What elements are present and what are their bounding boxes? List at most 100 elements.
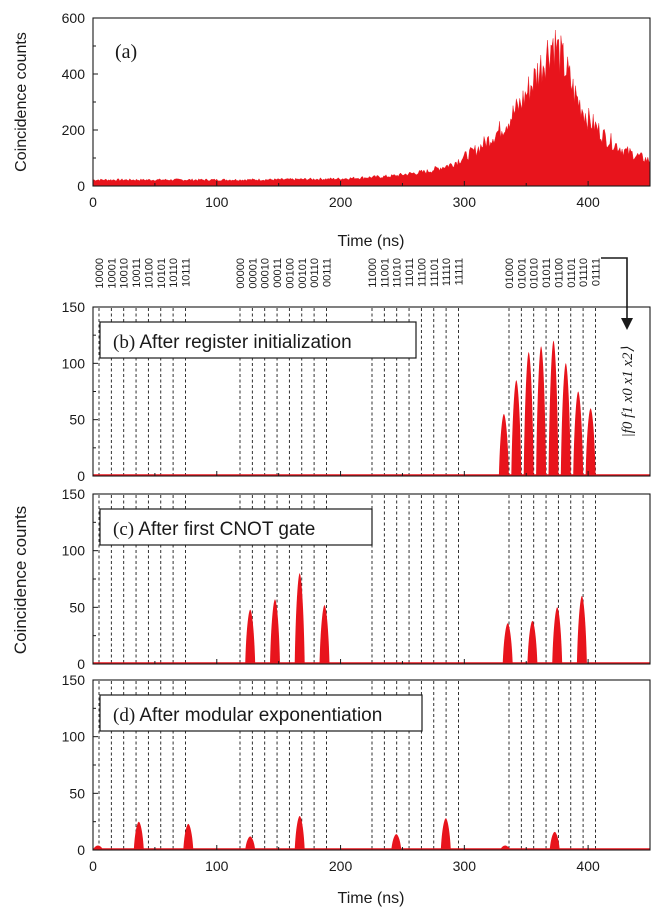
bin-label: 10101 [156,258,168,289]
bin-label: 00011 [272,258,284,288]
y-tick-label-c: 100 [62,543,86,559]
x-tick-label-d: 0 [89,858,97,874]
bin-label: 11110 [441,258,453,286]
y-tick-label-b: 50 [69,412,85,428]
bin-label: 10001 [106,258,118,289]
x-tick-label-a: 200 [329,194,353,210]
panel-label-box-b: (b) After register initialization [99,321,417,359]
peak-bar-b [560,363,571,476]
bin-label: 10111 [180,258,192,287]
peak-bar-d [391,834,402,850]
peak-bar-d [500,845,511,850]
shared-y-axis-label: Coincidence counts [11,506,30,654]
y-tick-label-c: 0 [77,656,85,672]
peak-bar-b [585,408,596,476]
bin-label: 01010 [529,258,541,289]
bin-label: 11011 [404,258,416,287]
peak-bar-c [270,599,280,664]
bin-label: 11001 [379,258,391,288]
y-tick-label-b: 0 [77,468,85,484]
bin-label: 00101 [297,258,309,289]
state-arrow-head [621,318,633,330]
panel-label-frame-c [99,508,373,546]
peak-bar-b [523,352,534,476]
panel-label-a: (a) [115,41,137,63]
panel-label-frame-b [99,321,417,359]
y-tick-label-c: 150 [62,486,86,502]
bin-label: 11000 [367,258,379,288]
bin-label: 11101 [429,258,441,287]
panel-label-c: (c) After first CNOT gate [113,519,315,540]
peak-bar-c [245,609,256,664]
state-label: |f0 f1 x0 x1 x2⟩ [620,346,636,437]
panel-label-box-c: (c) After first CNOT gate [99,508,373,546]
state-arrow [601,257,628,322]
peak-bar-b [573,391,584,476]
y-tick-label-d: 50 [69,785,85,801]
panel-label-frame-d [99,694,423,732]
y-tick-label-b: 150 [62,299,86,315]
bin-label: 10100 [143,258,155,289]
y-tick-label-d: 0 [77,842,85,858]
bin-label: 01111 [591,258,603,286]
x-axis-label-a: Time (ns) [338,233,405,250]
bin-label: 01110 [578,258,590,287]
bin-label: 00110 [309,258,321,288]
peak-bar-d [93,845,103,850]
y-tick-label-c: 50 [69,599,85,615]
histogram-area-a [92,29,651,187]
peak-bar-c [527,620,538,664]
panel-label-b: (b) After register initialization [113,332,352,353]
bin-label: 11111 [453,258,465,285]
y-tick-label-a: 0 [77,178,85,194]
peak-bar-d [183,823,194,850]
peak-bar-b [511,380,522,476]
y-axis-label-a: Coincidence counts [13,32,30,172]
peak-bar-b [548,340,559,476]
x-tick-label-a: 0 [89,194,97,210]
peak-bar-d [440,818,451,850]
peak-bar-d [245,836,256,850]
bin-label: 01100 [553,258,565,288]
peak-bar-d [549,831,560,850]
bin-label: 01011 [541,258,553,288]
bin-label: 10010 [119,258,131,289]
x-tick-label-d: 200 [329,858,353,874]
bin-label: 00010 [260,258,272,289]
peak-bar-b [536,346,547,476]
bin-label: 00111 [321,258,333,287]
peak-bar-d [133,821,144,850]
x-tick-label-a: 100 [205,194,229,210]
bin-label: 10110 [168,258,180,288]
peak-bar-c [319,605,330,664]
peak-bar-b [498,414,509,476]
peak-bar-c [294,573,305,664]
x-tick-label-a: 400 [576,194,600,210]
bin-label: 10000 [94,258,106,289]
peak-bar-c [552,607,563,664]
peak-bar-c [502,623,513,664]
bin-label: 00000 [235,258,247,289]
x-tick-label-d: 400 [576,858,600,874]
panel-label-box-d: (d) After modular exponentiation [99,694,423,732]
bin-label: 00001 [247,258,259,289]
y-tick-label-d: 150 [62,672,86,688]
y-tick-label-b: 100 [62,355,86,371]
x-tick-label-d: 300 [453,858,477,874]
bin-label: 10011 [131,258,143,288]
y-tick-label-d: 100 [62,729,86,745]
bin-label: 01001 [516,258,528,289]
x-tick-label-d: 100 [205,858,229,874]
bin-label: 01101 [566,258,578,288]
bin-label: 01000 [504,258,516,289]
x-tick-label-a: 300 [453,194,477,210]
bin-label: 11100 [416,258,428,287]
peak-bar-d [294,816,305,850]
panel-label-d: (d) After modular exponentiation [113,705,382,726]
bin-label: 00100 [284,258,296,289]
y-tick-label-a: 200 [62,122,86,138]
y-tick-label-a: 400 [62,66,86,82]
peak-bar-c [576,596,587,664]
y-tick-label-a: 600 [62,10,86,26]
